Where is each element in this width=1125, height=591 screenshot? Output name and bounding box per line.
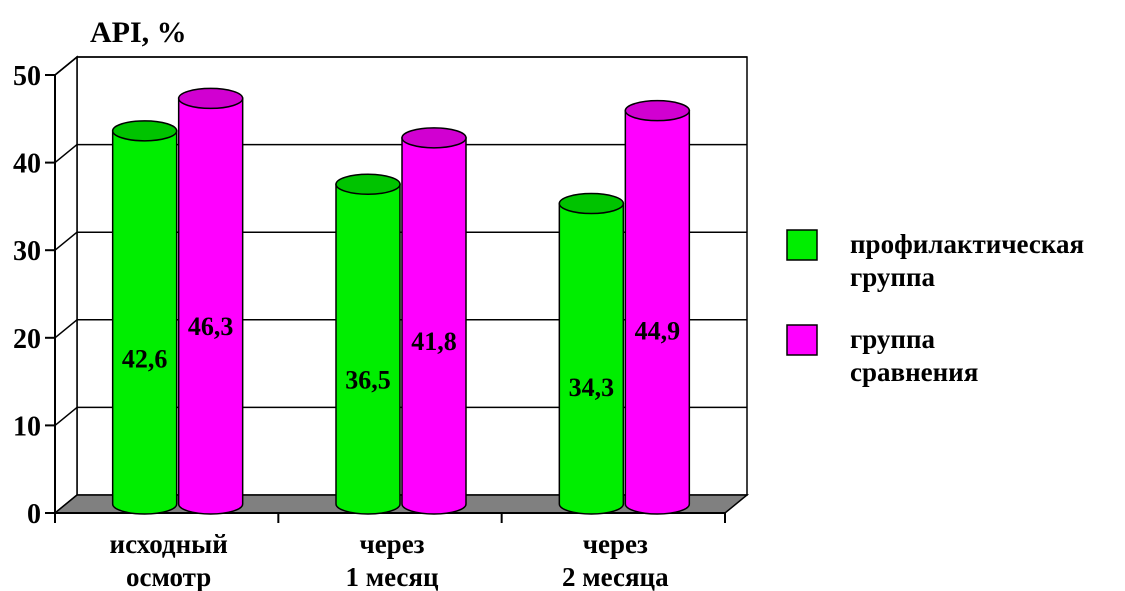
labels: 42,6 46,3 36,5 41,8 34,3 44,9 [122,312,680,402]
x-tick-label: через [583,529,648,559]
x-tick-label: через [359,529,424,559]
gridline-side [54,231,78,251]
bar-body [401,137,467,515]
legend-label: профилактическая [850,229,1084,259]
data-label: 41,8 [411,327,457,356]
side-wall [54,55,78,515]
y-tick-label: 30 [13,236,41,267]
y-tick-label: 10 [13,411,41,442]
bar-top [558,192,625,215]
x-tick-label: 1 месяц [345,562,439,591]
data-label: 34,3 [569,373,615,402]
x-tick-label: исходный [110,529,228,559]
bar-body [558,202,625,515]
bar-top [177,87,244,110]
legend-swatch [786,229,818,261]
axes: 0 10 20 30 40 50 API, % исходный осмотр через 1 ме… [13,16,726,591]
legend-swatch [786,324,818,356]
data-label: 36,5 [345,365,391,394]
bar [111,120,178,515]
y-axis-label: API, % [90,16,187,49]
bar-top [624,99,691,122]
bar-top [401,127,467,149]
gridline-side [54,319,78,339]
bar [177,87,244,515]
x-tick-label: осмотр [126,562,211,591]
bar [335,173,401,515]
bar-top [111,120,178,142]
y-tick-label: 40 [13,149,41,180]
y-tick-label: 50 [13,61,41,92]
bar [401,127,467,515]
data-label: 44,9 [635,317,681,346]
gridline-side [54,56,78,76]
bar-body [335,183,401,515]
bar-body [624,109,691,515]
gridline-side [54,144,78,164]
bar [624,99,691,515]
bar [558,192,625,515]
data-label: 46,3 [188,312,234,341]
legend-label: сравнения [850,357,978,387]
bar-body [111,130,178,515]
y-tick-label: 20 [13,324,41,355]
legend-label: группа [850,262,936,292]
bars [111,87,691,515]
legend-label: группа [850,324,936,354]
bar-body [177,97,244,515]
data-label: 42,6 [122,344,168,373]
gridline-side [54,406,78,426]
x-tick-label: 2 месяца [562,562,669,591]
bar-top [335,173,401,196]
y-tick-label: 0 [27,499,41,530]
